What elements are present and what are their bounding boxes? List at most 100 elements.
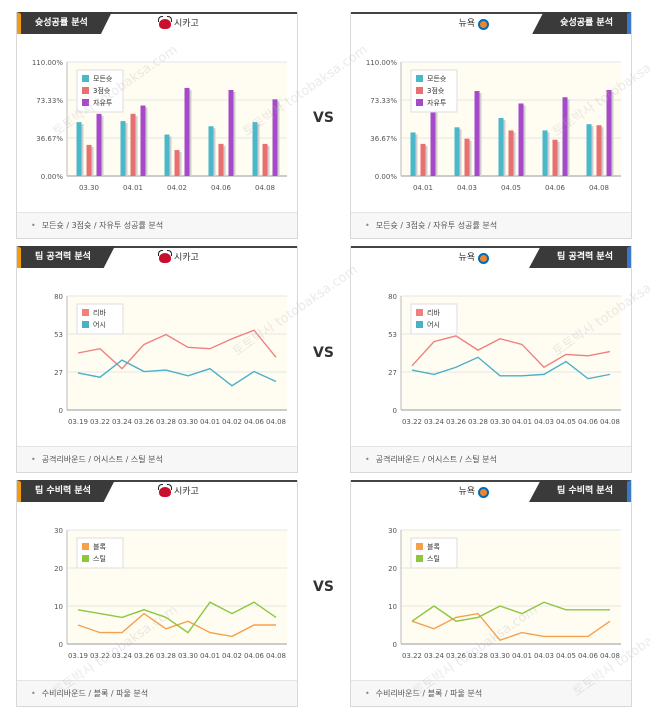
x-tick-label: 04.06 bbox=[244, 418, 265, 426]
bar bbox=[252, 122, 258, 176]
bar bbox=[130, 113, 136, 176]
x-tick-label: 04.06 bbox=[244, 652, 265, 660]
bar bbox=[498, 117, 504, 176]
knicks-logo-icon bbox=[478, 18, 489, 30]
bar bbox=[596, 125, 602, 176]
x-tick-label: 03.24 bbox=[112, 418, 133, 426]
x-tick-label: 03.28 bbox=[468, 652, 488, 660]
panel-tab-title: 슛성공률 분석 bbox=[532, 12, 627, 34]
y-tick-label: 80 bbox=[388, 293, 397, 301]
y-tick-label: 53 bbox=[54, 331, 63, 339]
panel-attack-right: 뉴욕 팀 공격력 분석 0 27 53 80 03.22 03.24 03.26 03.28 0… bbox=[350, 246, 632, 473]
x-tick-label: 03.26 bbox=[134, 418, 155, 426]
bullet-icon: • bbox=[31, 221, 36, 230]
legend-label: 자유투 bbox=[93, 98, 113, 107]
panel-header: 팀 공격력 분석 시카고 bbox=[17, 246, 297, 268]
bar bbox=[228, 89, 234, 176]
x-tick-label: 04.01 bbox=[413, 184, 433, 192]
y-tick-label: 0.00% bbox=[41, 173, 64, 181]
legend-label: 어시 bbox=[427, 320, 440, 329]
bar bbox=[208, 126, 214, 176]
bar bbox=[76, 122, 82, 176]
legend-label: 자유투 bbox=[427, 98, 447, 107]
legend-swatch bbox=[416, 75, 423, 82]
team-name: 시카고 bbox=[174, 19, 199, 29]
bar bbox=[552, 139, 558, 176]
x-tick-label: 04.08 bbox=[255, 184, 275, 192]
bar bbox=[262, 143, 268, 176]
series-line bbox=[411, 335, 611, 369]
y-tick-label: 0 bbox=[393, 407, 397, 415]
panel-tab-title: 슛성공률 분석 bbox=[21, 12, 112, 34]
bar bbox=[508, 130, 514, 176]
legend-swatch bbox=[416, 99, 423, 106]
team-name: 시카고 bbox=[174, 487, 199, 497]
panel-header: 팀 수비력 분석 시카고 bbox=[17, 480, 297, 502]
chart-area: 0 27 53 80 03.22 03.24 03.26 03.28 03.30 04.01 04.… bbox=[351, 268, 631, 446]
series-line bbox=[411, 356, 611, 380]
x-tick-label: 03.26 bbox=[446, 418, 467, 426]
x-tick-label: 04.01 bbox=[512, 418, 532, 426]
y-tick-label: 110.00% bbox=[366, 59, 397, 67]
x-tick-label: 04.08 bbox=[600, 418, 620, 426]
y-tick-label: 36.67% bbox=[370, 135, 397, 143]
legend-label: 스틸 bbox=[427, 555, 440, 563]
bar bbox=[586, 124, 592, 176]
y-tick-label: 110.00% bbox=[32, 59, 63, 67]
y-tick-label: 10 bbox=[54, 603, 63, 611]
x-tick-label: 03.28 bbox=[156, 652, 176, 660]
chart-area: 0 10 20 30 03.22 03.24 03.26 03.28 03.30 04.01 04.… bbox=[351, 502, 631, 680]
bar bbox=[86, 144, 92, 176]
x-tick-label: 04.05 bbox=[556, 418, 576, 426]
panel-shoot-left: 슛성공률 분석 시카고 0.00% 36.67% 73.33% 110.00% 03.3… bbox=[16, 12, 298, 239]
legend-label: 모든슛 bbox=[93, 75, 113, 83]
bar bbox=[174, 150, 180, 176]
legend-label: 리바 bbox=[427, 308, 440, 317]
chart-area: 0 10 20 30 03.19 03.22 03.24 03.26 03.28 03.30 04.… bbox=[17, 502, 297, 680]
bulls-logo-icon bbox=[158, 484, 172, 497]
team-name: 시카고 bbox=[174, 253, 199, 263]
team-label: 시카고 bbox=[158, 16, 199, 32]
y-tick-label: 73.33% bbox=[36, 97, 63, 105]
bar bbox=[464, 138, 470, 176]
bar bbox=[542, 130, 548, 176]
bar-chart: 0.00% 36.67% 73.33% 110.00% 04.01 04.03 04.05 0… bbox=[366, 59, 621, 192]
bar bbox=[430, 108, 436, 176]
series-line bbox=[77, 359, 277, 387]
legend-swatch bbox=[416, 321, 423, 328]
footer-text: 공격리바운드 / 어시스트 / 스틸 분석 bbox=[375, 455, 497, 464]
bar bbox=[218, 143, 224, 176]
panel-defense-left: 팀 수비력 분석 시카고 0 10 20 30 03.19 03.22 03.24 03.26… bbox=[16, 480, 298, 707]
x-tick-label: 04.01 bbox=[200, 418, 220, 426]
y-tick-label: 27 bbox=[54, 369, 63, 377]
vs-label: VS bbox=[313, 110, 334, 126]
series-line bbox=[77, 601, 277, 634]
x-tick-label: 03.26 bbox=[134, 652, 155, 660]
y-tick-label: 36.67% bbox=[36, 135, 63, 143]
panel-header: 슛성공률 분석 시카고 bbox=[17, 12, 297, 34]
legend-swatch bbox=[82, 87, 89, 94]
bullet-icon: • bbox=[31, 689, 36, 698]
bar bbox=[562, 97, 568, 176]
bar bbox=[120, 121, 126, 176]
panel-footer: • 수비리바운드 / 블록 / 파울 분석 bbox=[351, 680, 631, 706]
footer-text: 모든슛 / 3점슛 / 자유투 성공률 분석 bbox=[375, 221, 498, 230]
x-tick-label: 04.08 bbox=[266, 652, 286, 660]
panel-footer: • 수비리바운드 / 블록 / 파울 분석 bbox=[17, 680, 297, 706]
bullet-icon: • bbox=[365, 221, 370, 230]
x-tick-label: 03.30 bbox=[490, 418, 510, 426]
x-tick-label: 04.06 bbox=[578, 418, 599, 426]
bullet-icon: • bbox=[365, 455, 370, 464]
y-tick-label: 0 bbox=[59, 407, 63, 415]
legend-label: 블록 bbox=[427, 542, 440, 551]
team-label: 뉴욕 bbox=[458, 250, 489, 266]
y-tick-label: 20 bbox=[388, 565, 397, 573]
team-name: 뉴욕 bbox=[458, 19, 475, 29]
x-tick-label: 04.02 bbox=[167, 184, 187, 192]
bar bbox=[96, 113, 102, 176]
legend-label: 스틸 bbox=[93, 555, 106, 563]
legend-label: 모든슛 bbox=[427, 75, 447, 83]
legend-label: 3점슛 bbox=[93, 87, 111, 95]
bulls-logo-icon bbox=[158, 16, 172, 29]
panel-footer: • 공격리바운드 / 어시스트 / 스틸 분석 bbox=[351, 446, 631, 472]
